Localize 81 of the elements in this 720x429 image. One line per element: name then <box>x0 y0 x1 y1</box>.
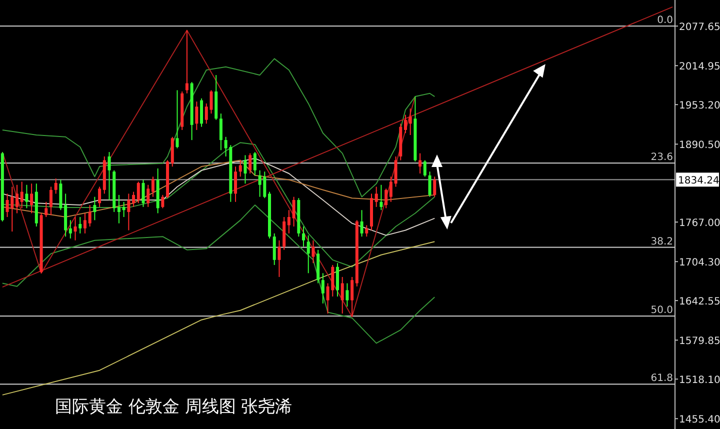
candlestick <box>340 276 344 314</box>
annotation: 0.0 <box>657 15 673 26</box>
y-tick-label: 1767.00 <box>679 218 720 230</box>
candlestick <box>54 178 58 194</box>
candlestick <box>346 282 349 308</box>
y-tick-label: 1518.10 <box>679 375 720 386</box>
text: 国际黄金 伦敦金 周线图 张尧浠 <box>55 397 292 417</box>
candlestick <box>117 194 120 224</box>
candlestick <box>418 152 422 174</box>
candlestick <box>25 184 28 209</box>
candlestick <box>234 166 238 202</box>
candlestick <box>350 276 354 318</box>
candlestick <box>195 101 198 130</box>
candlestick <box>146 184 150 208</box>
candlestick <box>423 160 426 178</box>
candlestick <box>151 176 154 198</box>
candlestick <box>302 226 306 248</box>
candlestick <box>108 152 111 200</box>
candlestick <box>244 154 247 184</box>
candlestick <box>200 98 204 128</box>
candlestick <box>219 113 222 151</box>
candlestick <box>433 176 436 198</box>
candlestick <box>176 90 179 149</box>
candlestick <box>136 181 140 204</box>
candlestick <box>384 188 388 209</box>
candlestick <box>127 193 130 231</box>
candlestick <box>49 186 52 216</box>
candlestick <box>428 171 432 198</box>
y-tick-label: 2014.95 <box>679 62 720 73</box>
candlestick <box>83 212 86 234</box>
candlestick <box>88 204 92 227</box>
line-series <box>2 58 436 198</box>
candlestick <box>68 220 72 239</box>
candlestick <box>306 234 310 274</box>
y-tick-label: 1890.50 <box>679 140 720 152</box>
candlestick <box>20 181 24 209</box>
candlestick <box>408 108 412 136</box>
candlestick <box>374 186 378 208</box>
annotation: 23.6 <box>650 152 673 164</box>
y-tick-label: 1953.20 <box>679 100 720 112</box>
y-tick-label: 1704.30 <box>679 258 720 269</box>
candlestick <box>404 114 407 134</box>
y-tick-label: 1579.85 <box>679 336 720 348</box>
candlestick <box>248 152 252 174</box>
ref-line-label: 1834.24 <box>678 176 720 187</box>
candlestick <box>78 216 82 234</box>
candlestick <box>321 272 324 304</box>
candlestick <box>132 191 136 208</box>
y-tick-label: 1455.40 <box>679 414 720 426</box>
candlestick <box>238 160 242 178</box>
y-tick-label: 2077.65 <box>679 22 720 34</box>
candlestick <box>15 184 18 214</box>
line-series <box>2 241 436 396</box>
line-series <box>2 204 436 344</box>
y-tick-label: 1642.55 <box>679 296 720 308</box>
candlestick <box>360 210 364 238</box>
candlestick <box>30 183 34 214</box>
candlestick <box>98 186 102 208</box>
line-series <box>2 160 436 218</box>
candlestick <box>185 30 188 94</box>
annotation: 38.2 <box>650 236 673 248</box>
candlestick <box>142 179 145 208</box>
candlestick <box>336 262 339 298</box>
candlestick <box>394 156 398 188</box>
candlestick <box>380 184 383 211</box>
candlestick <box>93 196 96 221</box>
candlestick <box>312 240 315 264</box>
candlestick <box>365 224 368 238</box>
candlestick <box>44 201 48 218</box>
candlestick <box>74 216 77 241</box>
candlestick <box>161 194 164 209</box>
candlestick <box>272 232 276 266</box>
annotation: 50.0 <box>650 305 673 316</box>
candlestick <box>287 210 290 234</box>
candlestick <box>389 176 392 202</box>
line-series <box>2 142 436 268</box>
candlestick <box>278 240 281 278</box>
annotation: 61.8 <box>650 373 673 384</box>
candlestick <box>292 196 296 227</box>
candlestick <box>253 152 256 176</box>
candlestick <box>122 201 126 218</box>
